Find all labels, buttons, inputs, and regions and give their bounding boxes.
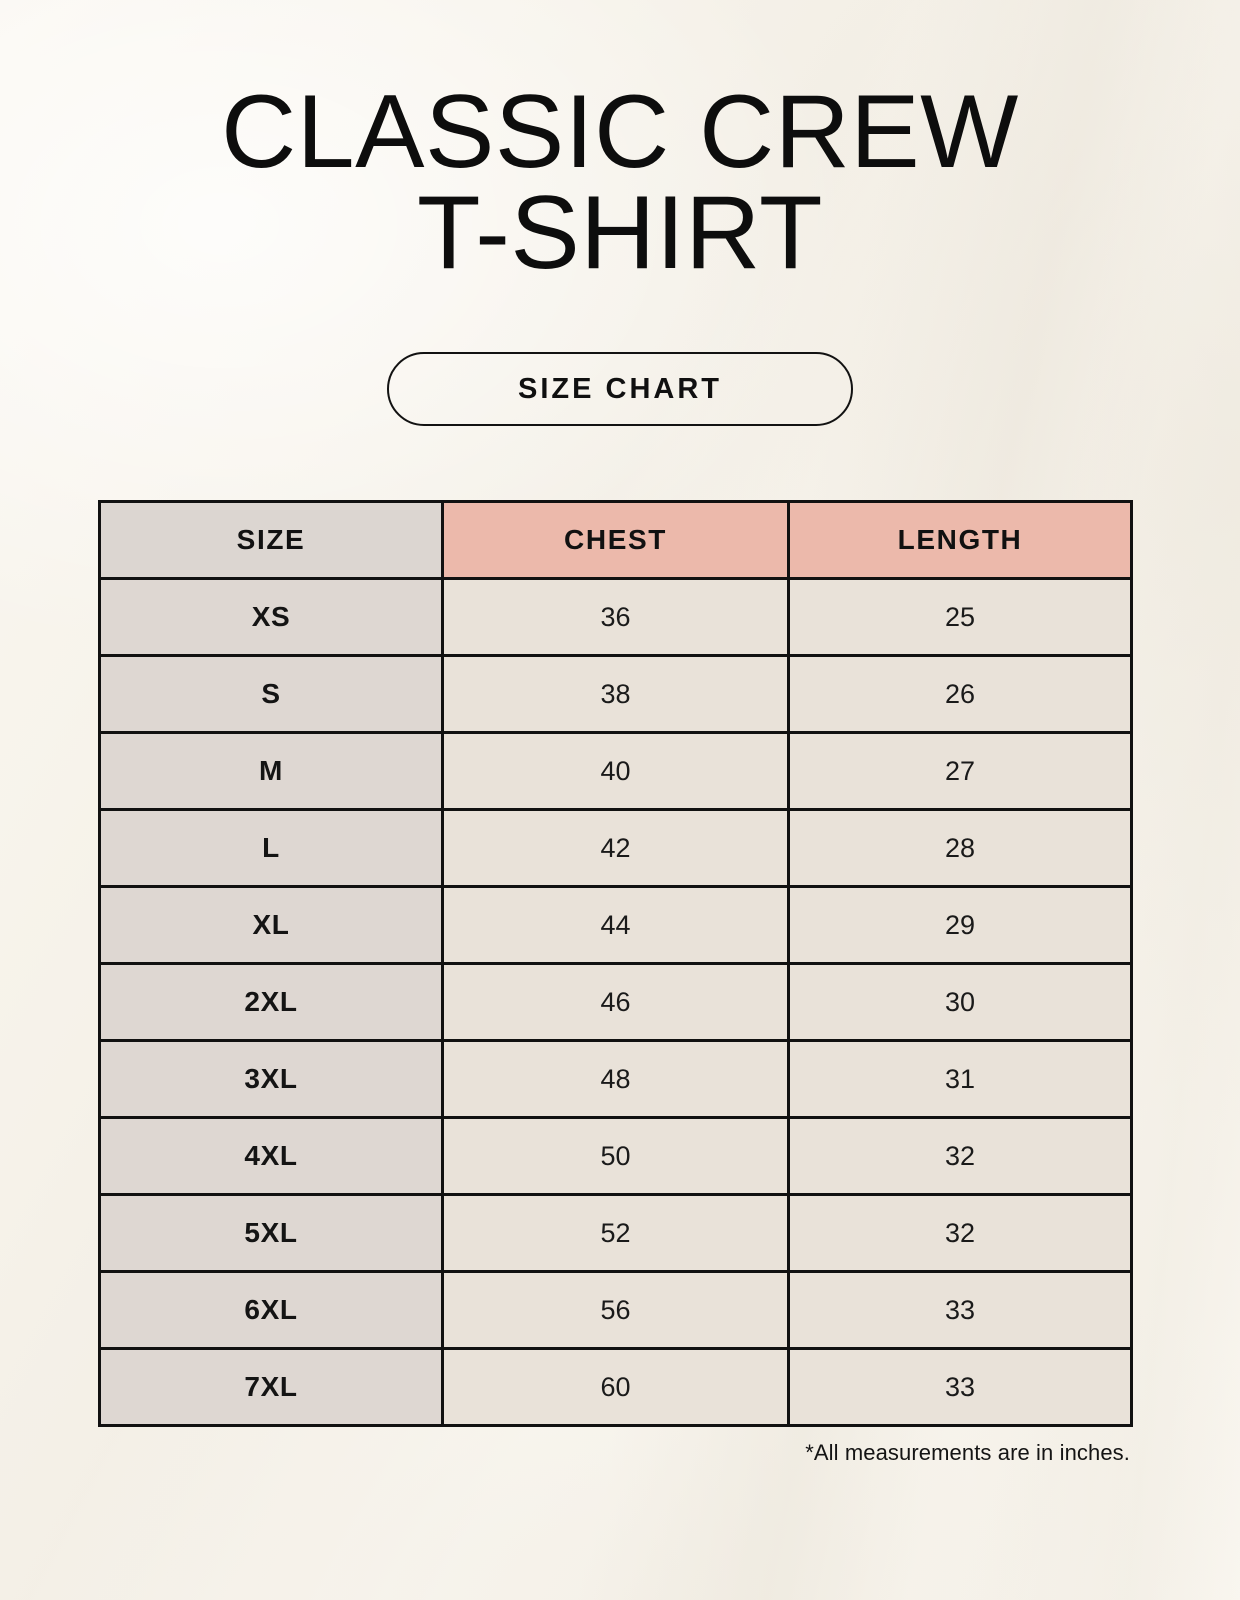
cell-length: 33 xyxy=(787,1270,1133,1350)
table-row: XL 44 29 xyxy=(98,885,1133,965)
cell-length: 29 xyxy=(787,885,1133,965)
cell-size: L xyxy=(98,808,444,888)
cell-length: 30 xyxy=(787,962,1133,1042)
cell-chest: 44 xyxy=(441,885,790,965)
cell-size: XS xyxy=(98,577,444,657)
size-table-container: SIZE CHEST LENGTH XS 36 25 S 38 26 M xyxy=(98,500,1133,1427)
table-row: 5XL 52 32 xyxy=(98,1193,1133,1273)
column-header-chest: CHEST xyxy=(441,500,790,580)
cell-length: 27 xyxy=(787,731,1133,811)
cell-size: 7XL xyxy=(98,1347,444,1427)
cell-chest: 60 xyxy=(441,1347,790,1427)
size-chart-badge-label: SIZE CHART xyxy=(518,372,722,405)
cell-chest: 38 xyxy=(441,654,790,734)
table-row: L 42 28 xyxy=(98,808,1133,888)
cell-chest: 40 xyxy=(441,731,790,811)
table-row: 3XL 48 31 xyxy=(98,1039,1133,1119)
table-row: 6XL 56 33 xyxy=(98,1270,1133,1350)
measurements-footnote: *All measurements are in inches. xyxy=(805,1440,1130,1465)
cell-length: 31 xyxy=(787,1039,1133,1119)
table-row: XS 36 25 xyxy=(98,577,1133,657)
table-row: S 38 26 xyxy=(98,654,1133,734)
table-row: 2XL 46 30 xyxy=(98,962,1133,1042)
cell-length: 26 xyxy=(787,654,1133,734)
cell-size: S xyxy=(98,654,444,734)
table-row: M 40 27 xyxy=(98,731,1133,811)
size-table: SIZE CHEST LENGTH XS 36 25 S 38 26 M xyxy=(98,500,1133,1427)
table-header: SIZE CHEST LENGTH xyxy=(98,500,1133,580)
cell-size: XL xyxy=(98,885,444,965)
cell-chest: 42 xyxy=(441,808,790,888)
cell-chest: 46 xyxy=(441,962,790,1042)
title-block: CLASSIC CREW T-SHIRT xyxy=(0,74,1240,291)
cell-size: 3XL xyxy=(98,1039,444,1119)
cell-chest: 52 xyxy=(441,1193,790,1273)
table-row: 4XL 50 32 xyxy=(98,1116,1133,1196)
cell-chest: 50 xyxy=(441,1116,790,1196)
cell-size: 5XL xyxy=(98,1193,444,1273)
cell-size: M xyxy=(98,731,444,811)
table-header-row: SIZE CHEST LENGTH xyxy=(98,500,1133,580)
table-row: 7XL 60 33 xyxy=(98,1347,1133,1427)
page-title: CLASSIC CREW T-SHIRT xyxy=(221,74,1019,291)
cell-size: 2XL xyxy=(98,962,444,1042)
cell-chest: 48 xyxy=(441,1039,790,1119)
cell-length: 28 xyxy=(787,808,1133,888)
table-body: XS 36 25 S 38 26 M 40 27 L 42 28 xyxy=(98,577,1133,1427)
size-chart-badge: SIZE CHART xyxy=(387,352,853,426)
cell-chest: 36 xyxy=(441,577,790,657)
cell-length: 33 xyxy=(787,1347,1133,1427)
cell-length: 32 xyxy=(787,1116,1133,1196)
cell-length: 32 xyxy=(787,1193,1133,1273)
cell-size: 6XL xyxy=(98,1270,444,1350)
cell-chest: 56 xyxy=(441,1270,790,1350)
column-header-size: SIZE xyxy=(98,500,444,580)
column-header-length: LENGTH xyxy=(787,500,1133,580)
cell-size: 4XL xyxy=(98,1116,444,1196)
badge-container: SIZE CHART xyxy=(0,352,1240,426)
cell-length: 25 xyxy=(787,577,1133,657)
